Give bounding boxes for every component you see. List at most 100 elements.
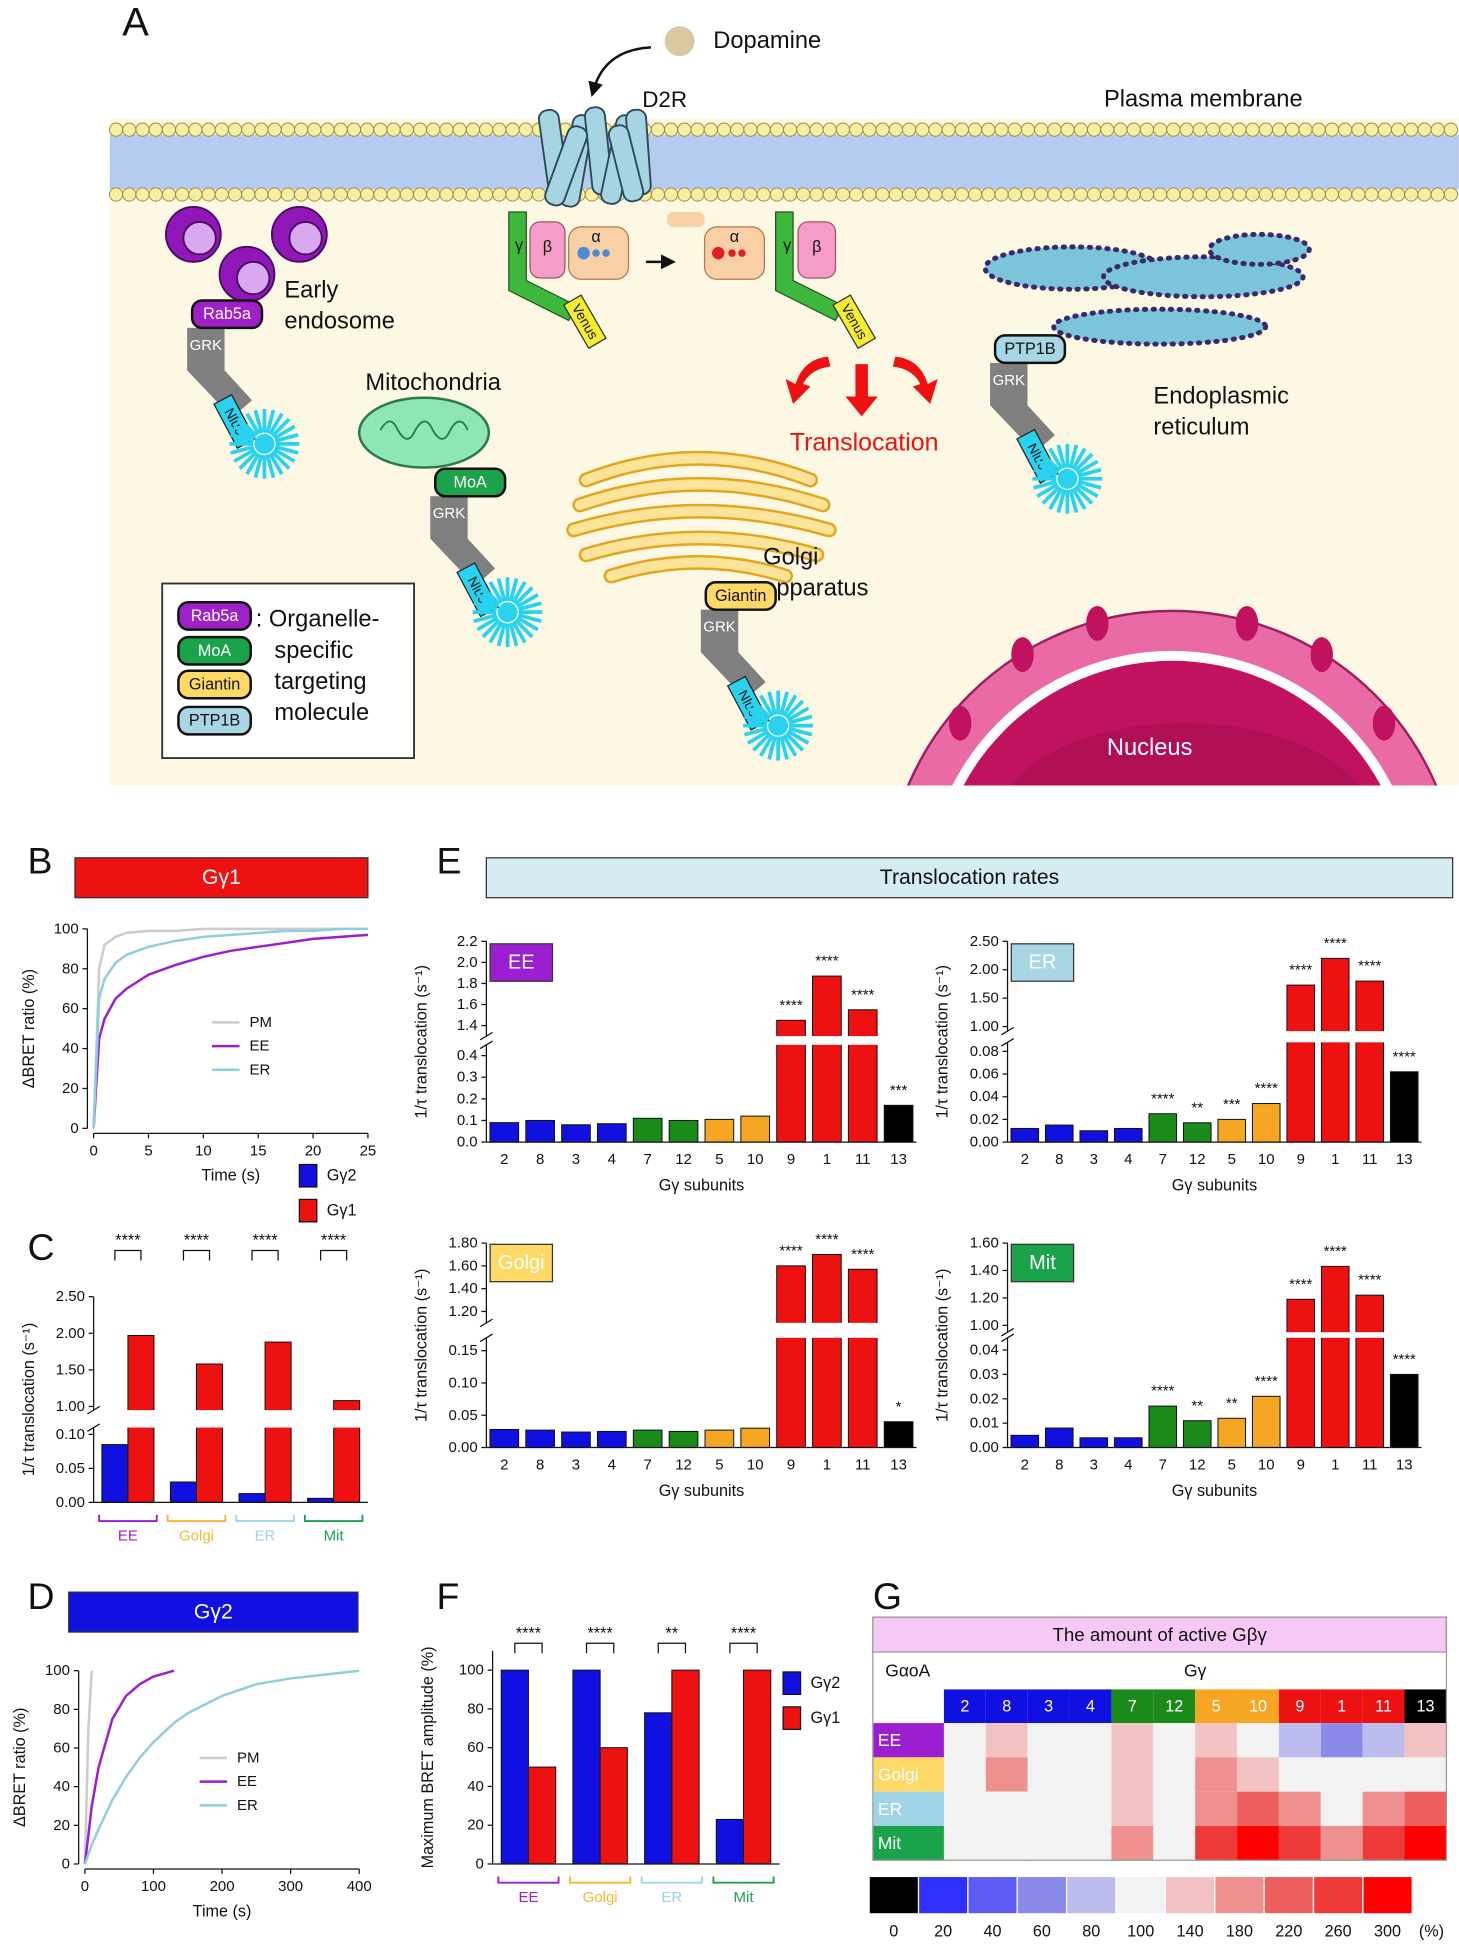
luminescence-ray (779, 735, 789, 760)
lipid (769, 187, 784, 202)
lipid (915, 122, 930, 137)
luminescence-ray (268, 452, 284, 476)
lipid (333, 122, 348, 137)
colorbar-segment (967, 1875, 1018, 1915)
heterotrimer (508, 211, 877, 350)
significance-label: **** (1255, 1373, 1278, 1390)
x-tick-label: 1 (1331, 1456, 1339, 1473)
x-tick-label: 1 (823, 1456, 831, 1473)
luminescence-ray (746, 706, 770, 722)
heatmap-cell (1278, 1757, 1321, 1792)
title-banner (74, 857, 369, 899)
lipid (267, 122, 282, 137)
lipid (505, 122, 520, 137)
targeting-label: PTP1B (189, 712, 240, 730)
heatmap-cell (1362, 1723, 1405, 1758)
lipid (1073, 122, 1088, 137)
y-tick-label: 1.60 (449, 1257, 478, 1274)
panel-label-box (1010, 1243, 1075, 1283)
lipid (928, 122, 943, 137)
y-tick-label: 0.00 (970, 1134, 999, 1151)
luminescence-ray (1033, 479, 1058, 490)
data-line (92, 927, 368, 1129)
luminescence-ray (511, 620, 527, 644)
x-tick-label: 8 (1055, 1151, 1063, 1168)
x-tick-label: 10 (747, 1456, 764, 1473)
luminescence-ray (1036, 482, 1059, 498)
lipid (1258, 122, 1273, 137)
legend-label: EE (237, 1773, 257, 1790)
legend-text: molecule (274, 700, 369, 726)
colorbar-label: 40 (984, 1922, 1002, 1940)
significance-label: **** (588, 1624, 614, 1642)
lipid (1298, 122, 1313, 137)
heatmap-cell (1069, 1825, 1112, 1861)
y-tick-label: 60 (62, 1000, 79, 1017)
panel-label-box (1010, 943, 1075, 982)
lipid (677, 122, 692, 137)
heatmap-cell (1069, 1757, 1112, 1792)
grk (700, 609, 766, 700)
nucleus-shape (906, 605, 1438, 786)
lipid (1430, 122, 1445, 137)
bar (1010, 1127, 1040, 1143)
x-tick-label: 400 (347, 1878, 372, 1895)
lipid (161, 187, 177, 202)
significance-label: **** (252, 1232, 278, 1250)
golgi-label: Golgi (763, 544, 818, 570)
lipid (1377, 187, 1392, 202)
luminescence-ray (1071, 487, 1087, 510)
lipid (756, 187, 771, 202)
luminescence-ray (473, 601, 498, 612)
endosome-label: endosome (284, 309, 395, 335)
luminescence-ray (752, 699, 772, 720)
lipid (505, 187, 520, 202)
y-axis-label: 1/τ translocation (s⁻¹) (20, 1323, 38, 1476)
lipid (1007, 187, 1022, 202)
lipid (360, 187, 375, 202)
lipid (479, 187, 494, 202)
lipid (412, 122, 428, 137)
luminescence-ray (1056, 489, 1067, 513)
y-tick-label: 1.4 (457, 1017, 478, 1034)
lipid (981, 187, 996, 202)
lipid (1245, 187, 1260, 202)
bar (1148, 1113, 1178, 1143)
colorbar-label: 100 (1127, 1922, 1154, 1940)
y-tick-label: 1.50 (970, 990, 999, 1007)
x-tick-label: 11 (1362, 1151, 1378, 1168)
heatmap-cell (943, 1757, 986, 1792)
y-tick-label: 0.00 (449, 1439, 478, 1456)
lipid (1113, 187, 1128, 202)
colorbar-segment (1066, 1875, 1117, 1915)
diagram: Nucleus A Dopamine D2R Plasma membrane (108, 0, 1459, 786)
y-tick-label: 80 (62, 960, 79, 977)
y-axis-label: 1/τ translocation (s⁻¹) (413, 965, 431, 1118)
significance-label: **** (815, 1231, 838, 1248)
lipid (1153, 187, 1168, 202)
y-tick-label: 0.15 (449, 1342, 478, 1359)
lipid (835, 122, 851, 137)
luminescence-ray (743, 726, 768, 737)
x-tick-label: 4 (608, 1456, 616, 1473)
column-label: 2 (960, 1697, 969, 1715)
legend-text: : Organelle- (256, 607, 380, 633)
targeting-molecule (434, 467, 507, 498)
lipid (518, 122, 533, 137)
heatmap-cell (985, 1791, 1028, 1826)
significance-bracket (114, 1249, 142, 1261)
bar (743, 1669, 772, 1865)
lipid (769, 122, 784, 137)
lipid (465, 187, 481, 202)
lipid (426, 122, 441, 137)
luminescence-ray (253, 454, 264, 479)
x-tick-label: 0 (89, 1142, 97, 1159)
heatmap-cell (1404, 1825, 1447, 1861)
significance-label: * (896, 1398, 902, 1415)
y-tick-label: 0.00 (970, 1439, 999, 1456)
bar (776, 1265, 806, 1449)
table-frame (872, 1616, 1448, 1861)
lipid (188, 187, 203, 202)
x-tick-label: 10 (1258, 1151, 1275, 1168)
luminescence-ray (473, 613, 498, 624)
